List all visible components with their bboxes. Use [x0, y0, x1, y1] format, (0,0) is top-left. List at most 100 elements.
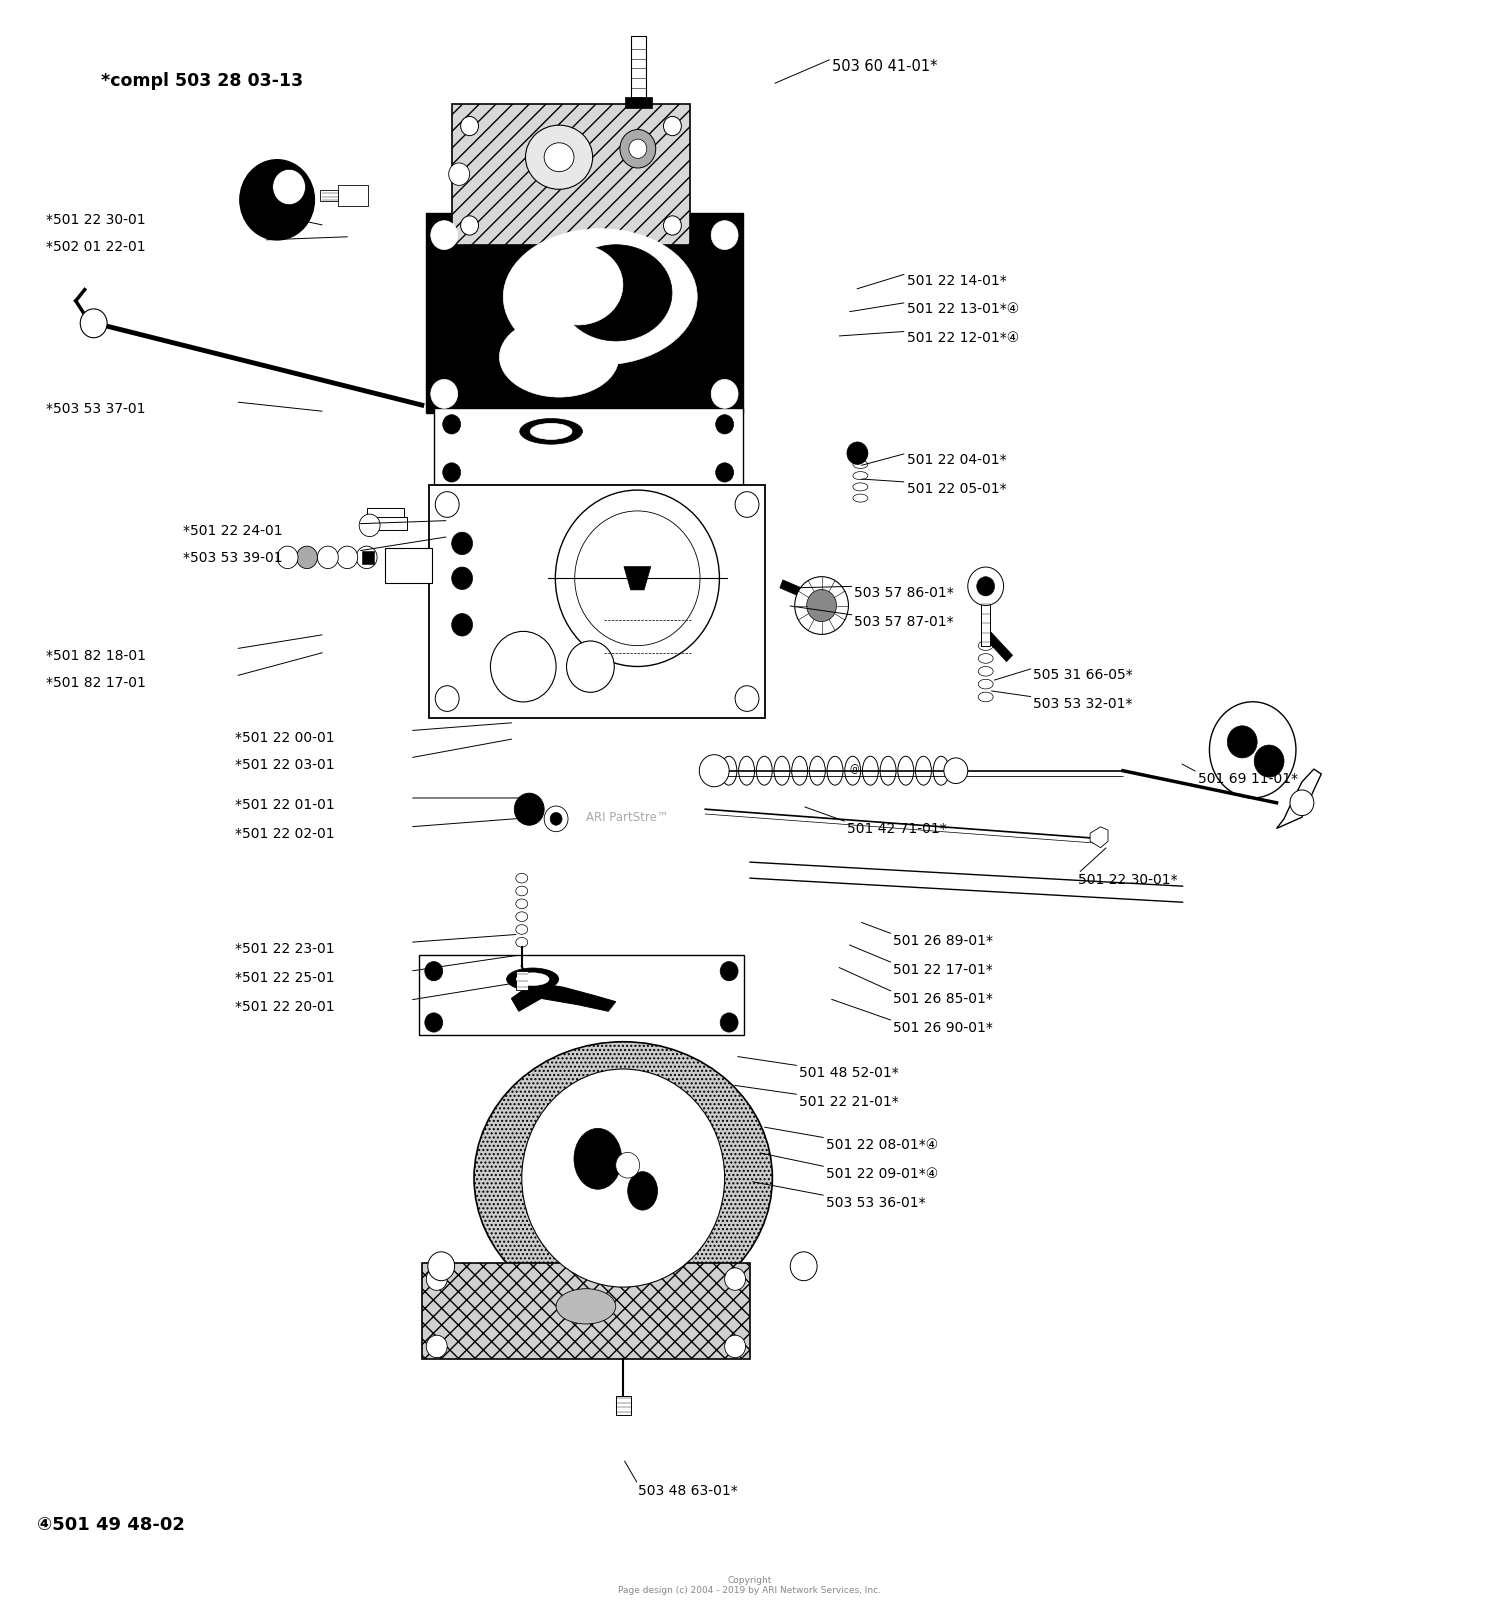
Text: 503 57 86-01*: 503 57 86-01* — [855, 587, 954, 600]
Text: *501 22 30-01: *501 22 30-01 — [46, 213, 146, 227]
Circle shape — [430, 221, 457, 250]
Text: Copyright
Page design (c) 2004 - 2019 by ARI Network Services, Inc.: Copyright Page design (c) 2004 - 2019 by… — [618, 1577, 882, 1596]
Circle shape — [240, 160, 315, 240]
Text: 503 48 63-01*: 503 48 63-01* — [638, 1485, 738, 1498]
Circle shape — [338, 546, 357, 569]
Circle shape — [976, 577, 994, 596]
Text: 501 26 89-01*: 501 26 89-01* — [892, 935, 993, 948]
Circle shape — [460, 216, 478, 235]
Ellipse shape — [1209, 701, 1296, 798]
Text: 503 57 87-01*: 503 57 87-01* — [855, 616, 954, 629]
Circle shape — [968, 567, 1004, 606]
Circle shape — [358, 514, 380, 537]
Text: 503 53 32-01*: 503 53 32-01* — [1034, 696, 1132, 711]
Text: ARI PartStre™: ARI PartStre™ — [586, 811, 669, 824]
Text: *503 53 37-01: *503 53 37-01 — [46, 401, 146, 416]
Circle shape — [297, 546, 318, 569]
Bar — [433, 408, 742, 485]
Circle shape — [435, 492, 459, 517]
Circle shape — [426, 1269, 447, 1290]
Circle shape — [452, 614, 472, 637]
Circle shape — [790, 1253, 818, 1280]
Text: 503 60 41-01*: 503 60 41-01* — [833, 58, 938, 74]
Circle shape — [735, 685, 759, 711]
Circle shape — [426, 1335, 447, 1357]
Circle shape — [567, 642, 615, 692]
Circle shape — [620, 129, 656, 168]
Text: *501 22 03-01: *501 22 03-01 — [236, 758, 334, 772]
Text: 501 48 52-01*: 501 48 52-01* — [800, 1066, 898, 1080]
Circle shape — [720, 1012, 738, 1032]
Circle shape — [716, 414, 734, 434]
Polygon shape — [512, 982, 615, 1011]
Bar — [362, 517, 407, 530]
Circle shape — [442, 414, 460, 434]
Circle shape — [720, 961, 738, 980]
Bar — [516, 970, 528, 990]
Bar — [429, 485, 765, 717]
Circle shape — [807, 590, 837, 622]
Circle shape — [80, 310, 106, 339]
Polygon shape — [624, 567, 651, 590]
Circle shape — [356, 546, 376, 569]
Text: 501 22 13-01*④: 501 22 13-01*④ — [906, 303, 1019, 316]
Circle shape — [847, 442, 868, 464]
Bar — [321, 190, 339, 202]
Circle shape — [550, 812, 562, 825]
Text: 501 22 08-01*④: 501 22 08-01*④ — [827, 1138, 939, 1153]
Ellipse shape — [560, 245, 672, 340]
Circle shape — [460, 116, 478, 135]
Bar — [362, 551, 374, 564]
Text: 501 22 21-01*: 501 22 21-01* — [800, 1095, 898, 1109]
Circle shape — [663, 216, 681, 235]
Bar — [452, 103, 690, 245]
Circle shape — [795, 577, 849, 635]
Polygon shape — [1276, 769, 1322, 829]
Text: ④501 49 48-02: ④501 49 48-02 — [38, 1517, 184, 1535]
Text: 501 22 04-01*: 501 22 04-01* — [906, 453, 1007, 467]
Bar — [419, 956, 744, 1035]
Bar — [630, 35, 645, 100]
Circle shape — [430, 379, 457, 408]
Text: 501 22 17-01*: 501 22 17-01* — [892, 962, 993, 977]
Polygon shape — [1090, 827, 1108, 848]
Circle shape — [448, 163, 470, 185]
Bar — [366, 508, 404, 521]
Circle shape — [435, 685, 459, 711]
Text: 501 22 09-01*④: 501 22 09-01*④ — [827, 1167, 939, 1182]
Ellipse shape — [574, 1128, 621, 1190]
Circle shape — [615, 1153, 639, 1178]
Circle shape — [1227, 725, 1257, 758]
Circle shape — [663, 116, 681, 135]
Bar — [624, 97, 651, 108]
Text: *501 22 23-01: *501 22 23-01 — [236, 943, 334, 956]
Text: 505 31 66-05*: 505 31 66-05* — [1034, 667, 1132, 682]
Text: 501 26 85-01*: 501 26 85-01* — [892, 991, 993, 1006]
Bar — [981, 590, 990, 646]
Circle shape — [452, 567, 472, 590]
Text: *503 53 39-01: *503 53 39-01 — [183, 551, 284, 566]
Bar — [615, 1396, 630, 1415]
Circle shape — [318, 546, 339, 569]
Text: *501 82 17-01: *501 82 17-01 — [46, 675, 146, 690]
Circle shape — [1254, 745, 1284, 777]
Circle shape — [944, 758, 968, 783]
Text: 501 42 71-01*: 501 42 71-01* — [847, 822, 946, 837]
Bar — [384, 548, 432, 584]
Circle shape — [490, 632, 556, 701]
Text: *501 82 18-01: *501 82 18-01 — [46, 650, 146, 663]
Ellipse shape — [544, 143, 574, 171]
Text: *502 01 22-01: *502 01 22-01 — [46, 240, 146, 255]
Circle shape — [424, 1012, 442, 1032]
Bar — [426, 213, 742, 413]
Text: 501 69 11-01*: 501 69 11-01* — [1197, 772, 1298, 787]
Ellipse shape — [516, 972, 549, 985]
Circle shape — [278, 546, 298, 569]
Text: *compl 503 28 03-13: *compl 503 28 03-13 — [100, 71, 303, 90]
Ellipse shape — [534, 245, 622, 326]
Ellipse shape — [530, 424, 572, 440]
Ellipse shape — [525, 126, 592, 189]
Circle shape — [427, 1253, 454, 1280]
Text: *501 22 00-01: *501 22 00-01 — [236, 730, 334, 745]
Text: 501 22 12-01*④: 501 22 12-01*④ — [906, 332, 1019, 345]
